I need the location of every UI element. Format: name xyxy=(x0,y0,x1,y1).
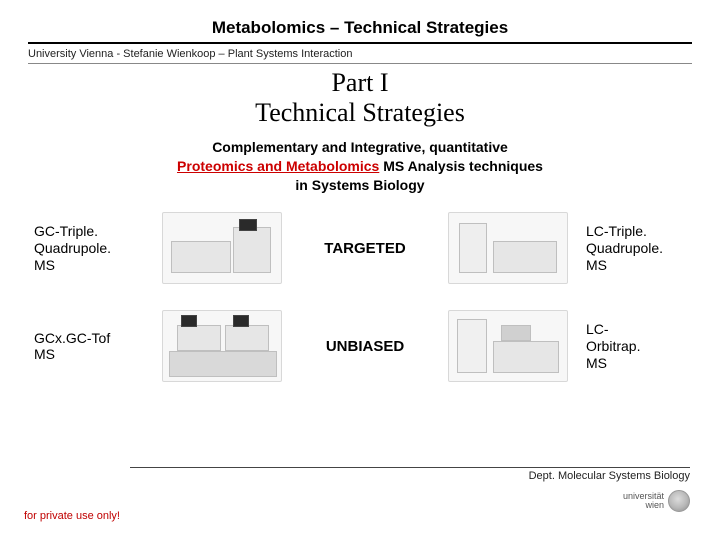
label-gc-triple-quad: GC-Triple.Quadrupole.MS xyxy=(34,223,144,273)
instrument-image-gc-tq xyxy=(162,212,282,284)
intro-block: Complementary and Integrative, quantitat… xyxy=(28,138,692,195)
label-lc-orbitrap: LC-Orbitrap.MS xyxy=(586,321,686,371)
instrument-image-lc-tq xyxy=(448,212,568,284)
intro-line3: in Systems Biology xyxy=(295,177,424,193)
footer-department: Dept. Molecular Systems Biology xyxy=(130,467,690,482)
row-targeted: GC-Triple.Quadrupole.MS TARGETED LC-Trip… xyxy=(34,212,686,284)
instrument-grid: GC-Triple.Quadrupole.MS TARGETED LC-Trip… xyxy=(28,212,692,382)
part-line2: Technical Strategies xyxy=(255,98,465,127)
private-note: for private use only! xyxy=(24,510,120,522)
logo-seal-icon xyxy=(668,490,690,512)
label-lc-triple-quad: LC-Triple.Quadrupole.MS xyxy=(586,223,686,273)
university-logo: universitätwien xyxy=(623,490,690,512)
instrument-image-orbitrap xyxy=(448,310,568,382)
slide-title: Metabolomics – Technical Strategies xyxy=(28,18,692,44)
label-gcxgc-tof: GCx.GC-TofMS xyxy=(34,330,144,364)
row-unbiased: GCx.GC-TofMS UNBIASED LC-Orbitrap.MS xyxy=(34,310,686,382)
label-unbiased: UNBIASED xyxy=(300,338,430,355)
slide-subheader: University Vienna - Stefanie Wienkoop – … xyxy=(28,48,692,64)
instrument-image-gcxgc xyxy=(162,310,282,382)
part-title: Part I Technical Strategies xyxy=(28,68,692,128)
intro-line1: Complementary and Integrative, quantitat… xyxy=(212,139,508,155)
intro-red: Proteomics and Metabolomics xyxy=(177,158,379,174)
part-line1: Part I xyxy=(331,68,388,97)
logo-text: universitätwien xyxy=(623,492,664,510)
label-targeted: TARGETED xyxy=(300,240,430,257)
intro-after-red: MS Analysis techniques xyxy=(379,158,543,174)
